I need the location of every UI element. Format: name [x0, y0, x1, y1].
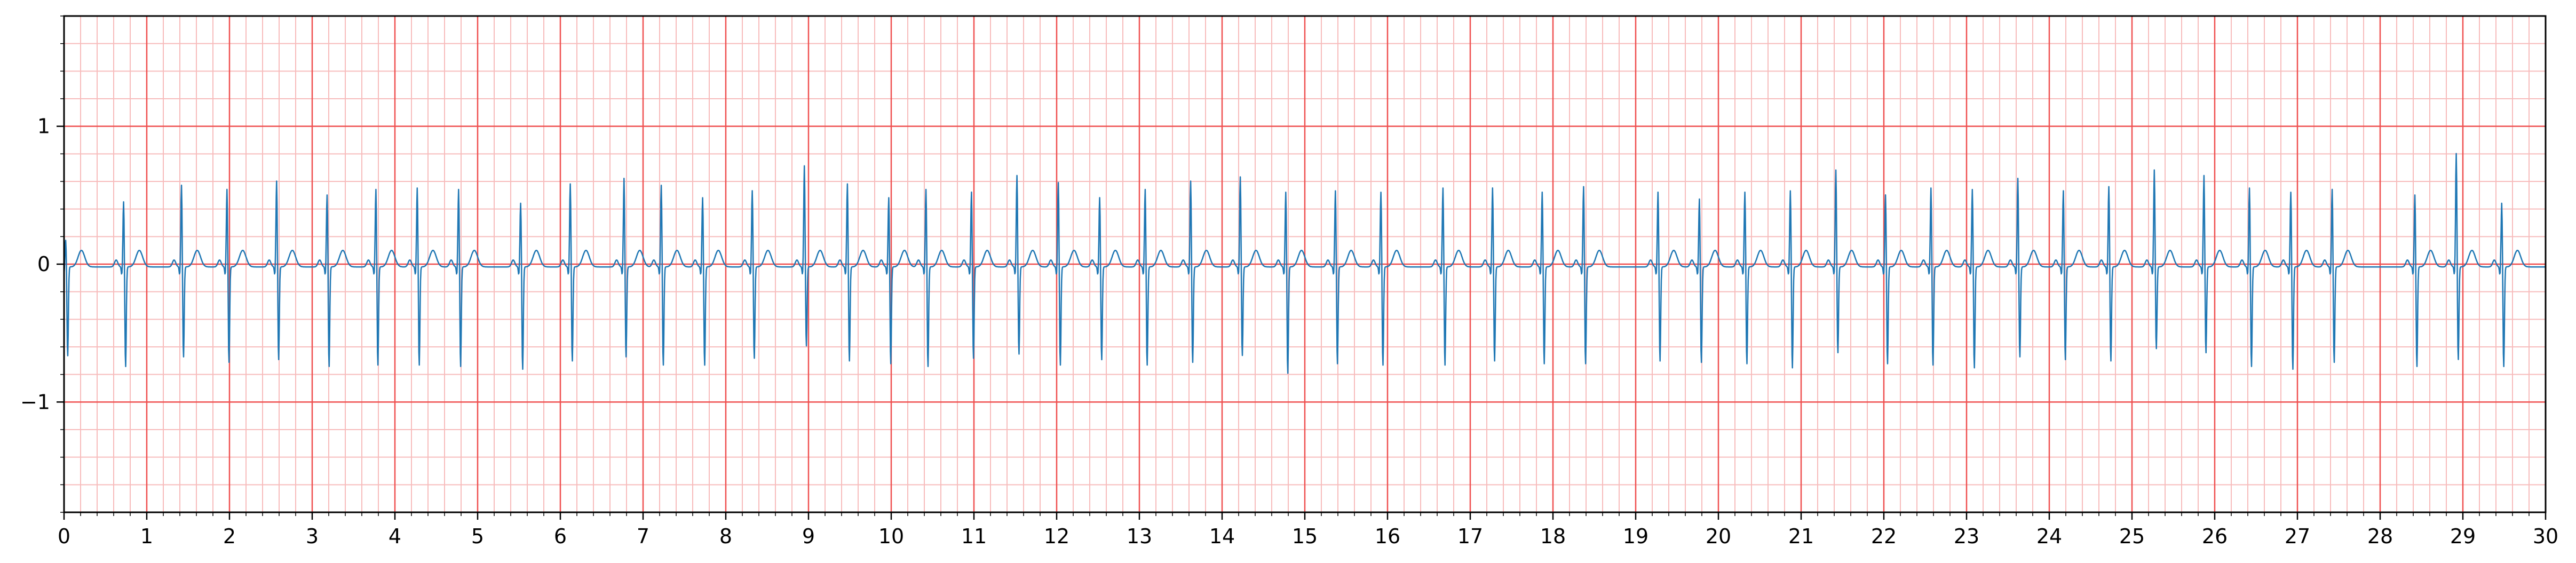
x-tick-label: 10 [878, 525, 904, 548]
x-tick-label: 2 [223, 525, 236, 548]
x-tick-label: 23 [1954, 525, 1979, 548]
y-tick-label: −1 [20, 390, 50, 414]
x-tick-label: 12 [1044, 525, 1069, 548]
x-tick-label: 25 [2119, 525, 2145, 548]
x-tick-label: 21 [1788, 525, 1814, 548]
x-tick-label: 9 [802, 525, 815, 548]
x-tick-label: 8 [719, 525, 732, 548]
x-tick-label: 24 [2036, 525, 2062, 548]
x-tick-label: 26 [2202, 525, 2228, 548]
x-tick-label: 13 [1127, 525, 1152, 548]
x-tick-label: 4 [389, 525, 401, 548]
x-tick-label: 27 [2285, 525, 2310, 548]
x-tick-label: 1 [140, 525, 153, 548]
x-tick-label: 28 [2367, 525, 2393, 548]
major-grid [63, 16, 2547, 512]
x-tick-label: 29 [2450, 525, 2476, 548]
x-tick-label: 14 [1209, 525, 1235, 548]
x-tick-label: 15 [1292, 525, 1318, 548]
x-tick-label: 16 [1375, 525, 1400, 548]
x-tick-label: 22 [1871, 525, 1897, 548]
x-tick-label: 6 [554, 525, 567, 548]
x-tick-label: 5 [471, 525, 484, 548]
x-tick-label: 17 [1457, 525, 1483, 548]
x-tick-label: 19 [1623, 525, 1648, 548]
y-axis: −1 0 1 [20, 15, 64, 513]
y-tick-label: 0 [37, 252, 50, 276]
y-tick-label: 1 [37, 115, 50, 138]
ecg-trace-line [63, 153, 2546, 374]
x-tick-label: 7 [637, 525, 649, 548]
x-tick-label: 0 [58, 525, 70, 548]
x-tick-label: 30 [2533, 525, 2558, 548]
x-tick-label: 3 [306, 525, 319, 548]
x-tick-label: 11 [961, 525, 987, 548]
x-axis: 0 1 2 3 4 5 6 7 8 9 10 11 12 13 14 15 16 17 18 19 20 21 22 23 24… [58, 512, 2558, 548]
x-tick-label: 20 [1706, 525, 1731, 548]
x-tick-label: 18 [1540, 525, 1566, 548]
series-group [63, 153, 2546, 374]
